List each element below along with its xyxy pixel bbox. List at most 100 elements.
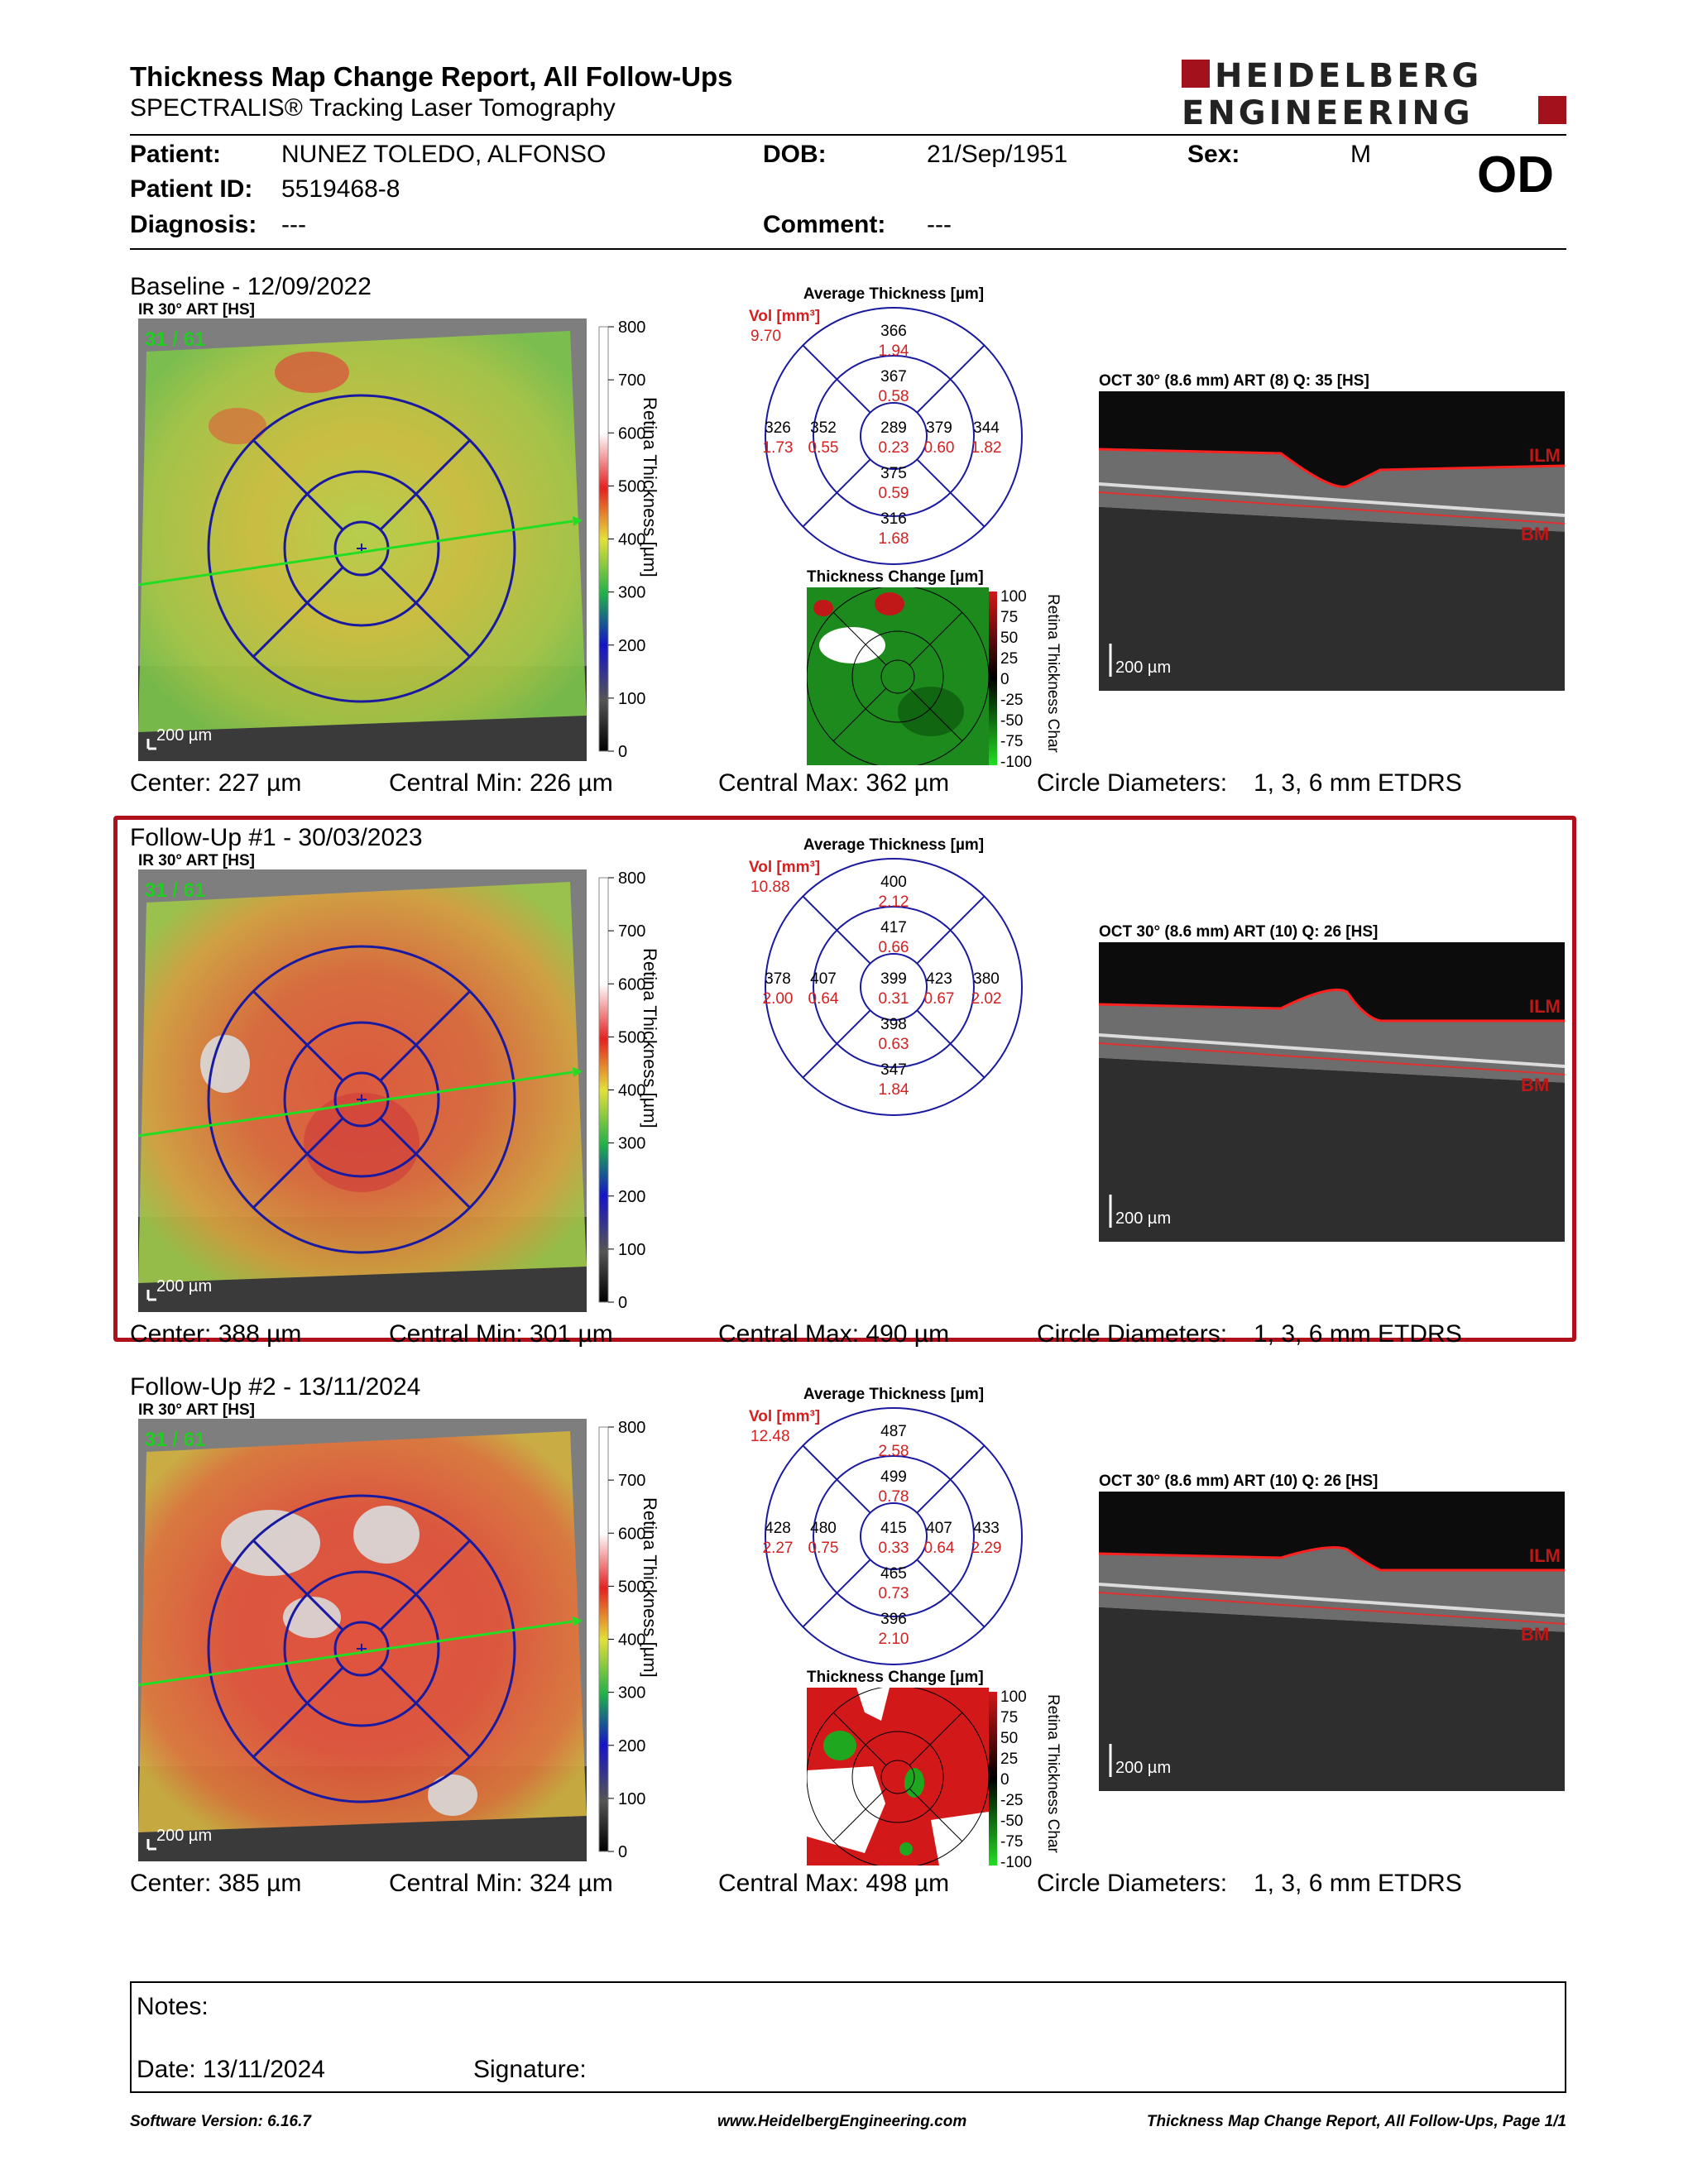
sector-volume-inner-nasal: 0.64 bbox=[924, 1540, 955, 1557]
sector-thickness-outer-sup: 366 bbox=[880, 323, 907, 340]
ilm-label: ILM bbox=[1529, 1545, 1561, 1566]
etdrs-spoke bbox=[379, 990, 471, 1082]
sector-thickness-inner-inf: 398 bbox=[880, 1016, 907, 1033]
etdrs-spoke bbox=[252, 990, 344, 1082]
change-spoke bbox=[909, 1712, 963, 1766]
etdrs-grid: Average Thickness [µm] Vol [mm³] 12.48 487 2… bbox=[749, 1386, 1023, 1665]
sector-thickness-inner-sup: 367 bbox=[880, 368, 907, 386]
change-scale-tick: -25 bbox=[1000, 1792, 1023, 1809]
sector-volume-center: 0.33 bbox=[879, 1540, 909, 1557]
vol-value: 9.70 bbox=[750, 328, 781, 345]
patient-name: NUNEZ TOLEDO, ALFONSO bbox=[281, 141, 607, 168]
sector-volume-inner-inf: 0.73 bbox=[879, 1585, 909, 1602]
central-min: Central Min: 324 µm bbox=[389, 1870, 613, 1897]
change-scale-tick: 75 bbox=[1000, 609, 1018, 626]
change-scale-title: Retina Thickness Char bbox=[1044, 594, 1062, 754]
etdrs-ring bbox=[207, 945, 516, 1254]
etdrs-spoke bbox=[916, 1009, 985, 1079]
etdrs-spoke bbox=[916, 458, 985, 528]
etdrs-ring bbox=[207, 394, 516, 703]
patient-rule bbox=[130, 248, 1566, 250]
change-scale-tick: 25 bbox=[1000, 1751, 1018, 1768]
software-version: Software Version: 6.16.7 bbox=[130, 2113, 311, 2130]
change-scale-tick: 0 bbox=[1000, 1771, 1009, 1789]
diagnosis-label: Diagnosis: bbox=[130, 211, 257, 238]
change-spoke bbox=[832, 1712, 887, 1766]
thick-region bbox=[275, 352, 349, 393]
thick-region bbox=[304, 1093, 420, 1192]
etdrs-ring bbox=[283, 1021, 440, 1178]
sector-thickness-outer-inf: 316 bbox=[880, 510, 907, 528]
very-thick-region bbox=[221, 1510, 320, 1576]
change-spoke bbox=[909, 687, 963, 742]
ilm-label: ILM bbox=[1529, 445, 1561, 466]
sector-thickness-inner-sup: 417 bbox=[880, 919, 907, 936]
change-scale-gradient bbox=[989, 1692, 997, 1866]
etdrs-ring bbox=[860, 953, 928, 1021]
etdrs-spoke bbox=[802, 1559, 871, 1628]
comment-value: --- bbox=[927, 211, 952, 238]
circle-diameters-value: 1, 3, 6 mm ETDRS bbox=[1254, 1870, 1462, 1897]
scale-tick-label: 300 bbox=[618, 584, 645, 602]
change-ring bbox=[880, 1760, 915, 1794]
thickness-overlay bbox=[138, 331, 587, 732]
thickness-overlay bbox=[138, 882, 587, 1283]
circle-diameters-value: 1, 3, 6 mm ETDRS bbox=[1254, 769, 1462, 797]
etdrs-spoke bbox=[802, 458, 871, 528]
change-scale-gradient bbox=[989, 592, 997, 765]
sector-volume-outer-inf: 1.68 bbox=[879, 530, 909, 548]
etdrs-spoke bbox=[379, 1666, 471, 1758]
thickness-change-title: Thickness Change [µm] bbox=[807, 1669, 984, 1686]
scan-arrow bbox=[573, 1616, 583, 1626]
fixation-count: 31 / 61 bbox=[145, 879, 205, 902]
sector-thickness-inner-inf: 375 bbox=[880, 465, 907, 482]
scale-tick-label: 0 bbox=[618, 1294, 627, 1312]
scale-tick-label: 200 bbox=[618, 637, 645, 655]
ir-image-label: IR 30° ART [HS] bbox=[138, 1401, 255, 1419]
scale-tick-label: 0 bbox=[618, 1843, 627, 1861]
scan-line bbox=[138, 520, 573, 587]
thick-region bbox=[209, 408, 266, 444]
change-background bbox=[807, 587, 989, 765]
oct-label: OCT 30° (8.6 mm) ART (10) Q: 26 [HS] bbox=[1099, 1473, 1379, 1490]
circle-diameters-label: Circle Diameters: bbox=[1037, 1870, 1228, 1897]
change-scale-tick: 75 bbox=[1000, 1709, 1018, 1727]
thickness-change-map bbox=[807, 587, 989, 765]
sector-thickness-inner-sup: 499 bbox=[880, 1468, 907, 1486]
logo-line1: HEIDELBERG bbox=[1215, 58, 1482, 95]
large-change-region bbox=[819, 627, 885, 663]
etdrs-ring bbox=[860, 402, 928, 470]
center-thickness: Center: 227 µm bbox=[130, 769, 302, 797]
sector-thickness-inner-nasal: 407 bbox=[926, 1520, 952, 1537]
signature-label: Signature: bbox=[473, 2056, 587, 2083]
etdrs-spoke bbox=[379, 439, 471, 531]
etdrs-ring bbox=[765, 858, 1023, 1116]
change-scale-tick: 100 bbox=[1000, 1688, 1027, 1706]
circle-diameters-label: Circle Diameters: bbox=[1037, 1320, 1228, 1348]
change-ring bbox=[851, 1731, 944, 1823]
diagnosis-value: --- bbox=[281, 211, 306, 238]
etdrs-spoke bbox=[802, 1444, 871, 1514]
average-thickness-title: Average Thickness [µm] bbox=[803, 836, 984, 854]
exam-title: Baseline - 12/09/2022 bbox=[130, 273, 372, 300]
etdrs-spoke bbox=[802, 1009, 871, 1079]
sector-volume-outer-temp: 1.73 bbox=[763, 439, 794, 457]
exam-section: Follow-Up #1 - 30/03/2023 IR 30° ART [HS… bbox=[0, 816, 1688, 1353]
sector-volume-inner-temp: 0.55 bbox=[808, 439, 839, 457]
oct-scale-label: 200 µm bbox=[1115, 659, 1171, 677]
thickness-change-map bbox=[807, 1688, 989, 1866]
etdrs-spoke bbox=[916, 1559, 985, 1628]
scale-gradient bbox=[598, 1426, 609, 1852]
scale-tick-label: 700 bbox=[618, 922, 645, 941]
sector-thickness-inner-temp: 352 bbox=[810, 419, 837, 437]
thickness-overlay bbox=[138, 1431, 587, 1832]
sector-volume-outer-sup: 2.12 bbox=[879, 893, 909, 911]
scan-line bbox=[138, 1070, 573, 1138]
dob-value: 21/Sep/1951 bbox=[927, 141, 1068, 168]
sector-volume-outer-sup: 1.94 bbox=[879, 342, 909, 360]
sector-thickness-inner-inf: 465 bbox=[880, 1565, 907, 1583]
change-scale-title: Retina Thickness Char bbox=[1044, 1694, 1062, 1854]
sector-volume-inner-temp: 0.75 bbox=[808, 1540, 839, 1557]
exam-title: Follow-Up #1 - 30/03/2023 bbox=[130, 824, 423, 851]
circle-diameters-value: 1, 3, 6 mm ETDRS bbox=[1254, 1320, 1462, 1348]
